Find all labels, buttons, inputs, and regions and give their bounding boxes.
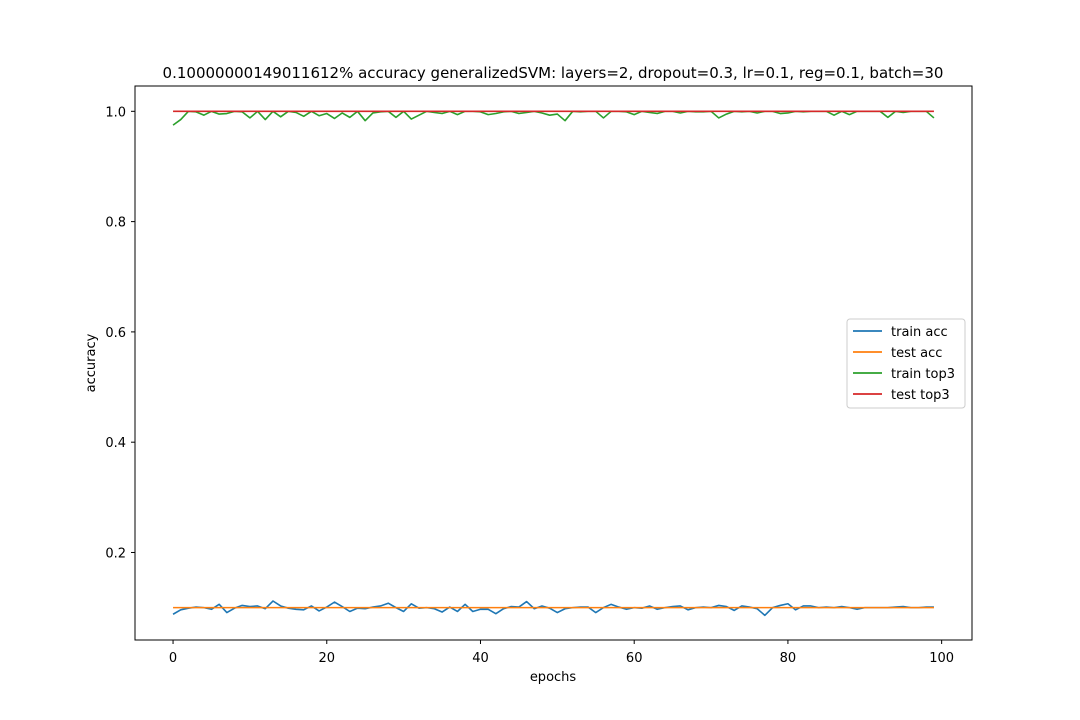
x-axis-label: epochs (530, 670, 577, 685)
x-tick-label: 60 (626, 651, 643, 666)
legend-label-test-top3: test top3 (891, 388, 950, 403)
legend-label-test-acc: test acc (891, 346, 942, 361)
y-tick-label: 0.2 (105, 546, 126, 561)
x-tick-label: 0 (169, 651, 177, 666)
y-axis-label: accuracy (84, 333, 99, 392)
plot-lines (172, 110, 935, 617)
legend-frame (846, 318, 966, 409)
y-tick-label: 0.4 (105, 436, 126, 451)
legend-label-train-top3: train top3 (891, 367, 955, 382)
y-axis-ticks: 0.2 0.4 0.6 0.8 1.0 (105, 105, 135, 561)
y-tick-label: 1.0 (105, 105, 126, 120)
series-line-train-acc (172, 600, 934, 617)
series-line-train-top3 (172, 110, 935, 126)
x-tick-label: 100 (929, 651, 954, 666)
chart-title: 0.10000000149011612% accuracy generalize… (163, 64, 944, 82)
y-tick-label: 0.8 (105, 216, 126, 231)
axes-frame (134, 85, 973, 641)
x-tick-label: 80 (780, 651, 797, 666)
legend-label-train-acc: train acc (891, 325, 948, 340)
x-tick-label: 40 (472, 651, 489, 666)
legend: train acc test acc train top3 test top3 (846, 318, 966, 409)
y-tick-label: 0.6 (105, 326, 126, 341)
x-tick-label: 20 (318, 651, 335, 666)
x-axis-ticks: 0 20 40 60 80 100 (169, 640, 954, 666)
